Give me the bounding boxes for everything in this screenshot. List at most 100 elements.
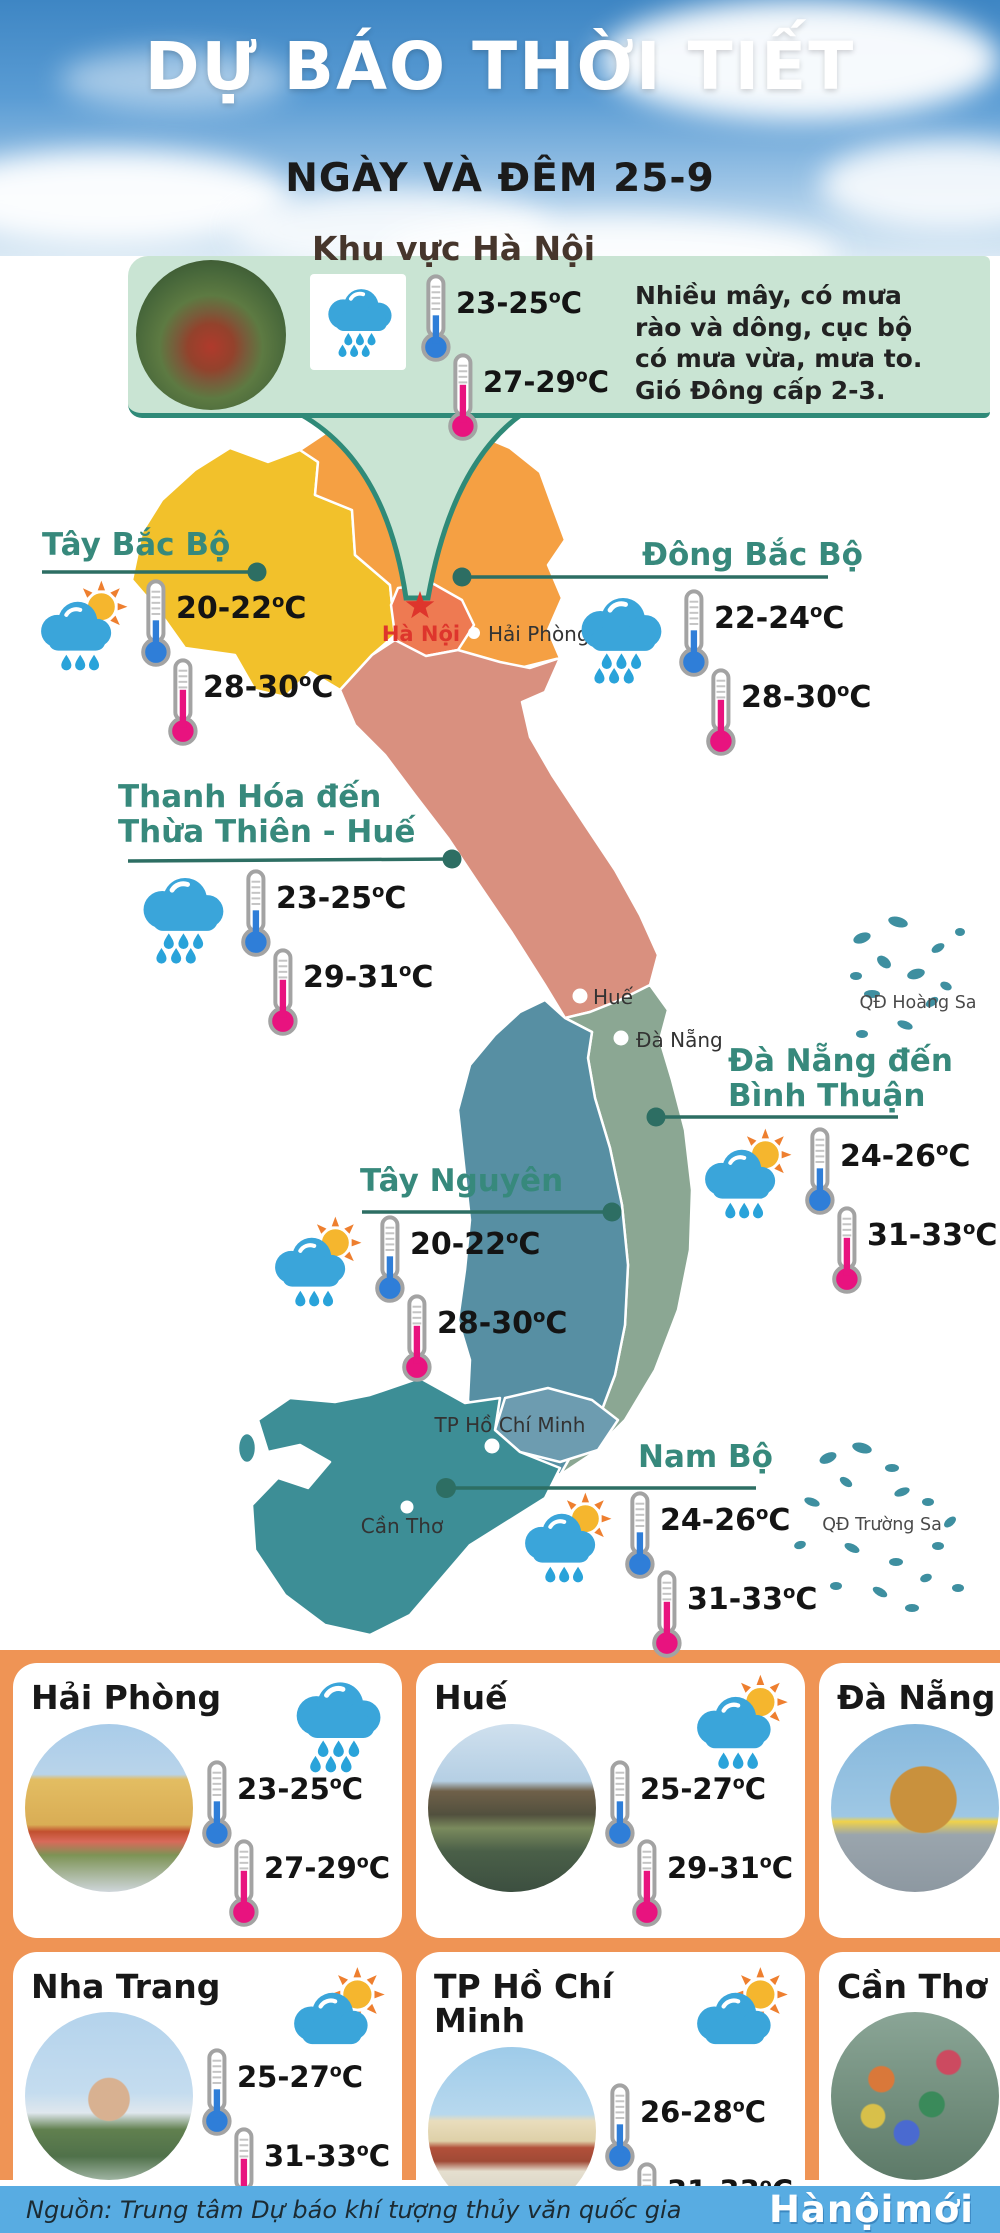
map-label-truong-sa: QĐ Trường Sa: [822, 1515, 942, 1535]
city-card-hai-phong: Hải Phòng 23-25oC 27-29oC: [13, 1663, 402, 1938]
nha-trang-tower-photo: [25, 2012, 193, 2181]
blue-thermometer-icon: [372, 1215, 407, 1304]
map-label-hcm: TP Hồ Chí Minh: [434, 1413, 586, 1437]
region-forecast-thanh-hoa-hue: Thanh Hóa đến Thừa Thiên - Huế 23-25oC 2…: [118, 780, 433, 1037]
sun-cloud-rain-icon: [262, 1215, 368, 1316]
region-forecast-nam-bo: Nam Bộ 24-26oC 31-33oC: [512, 1440, 817, 1659]
hanoi-panel-title: Khu vực Hà Nội: [312, 229, 596, 268]
region-name: Đông Bắc Bộ: [642, 537, 863, 573]
region-connector-dots: [247, 562, 666, 1498]
hanoi-forecast-description: Nhiều mây, có mưa rào và dông, cục bộ có…: [635, 281, 923, 405]
region-connector-lines: [42, 570, 898, 1490]
pink-thermometer-icon: [703, 668, 738, 757]
truong-sa-islands: [794, 1442, 964, 1612]
region-forecast-tay-bac-bo: Tây Bắc Bộ 20-22oC 28-30oC: [28, 528, 333, 747]
night-temperature: 29-31oC: [629, 1839, 793, 1928]
sun-cloud-rain-icon: [683, 1673, 795, 1779]
phu-quoc-island: [236, 1431, 258, 1465]
hanoi-photo: [136, 259, 286, 410]
city-name: Huế: [434, 1678, 508, 1717]
day-temperature: 24-26oC: [802, 1127, 997, 1216]
blue-thermometer-icon: [802, 1127, 837, 1216]
pink-thermometer-icon: [629, 1839, 664, 1928]
blue-thermometer-icon: [138, 579, 173, 668]
haiphong-opera-house-photo: [25, 1723, 193, 1892]
night-temperature: 31-33oC: [649, 1570, 817, 1659]
footer-bar: Nguồn: Trung tâm Dự báo khí tượng thủy v…: [0, 2186, 1000, 2233]
sun-cloud-icon: [280, 1962, 392, 2068]
city-card-da-nang: Đà Nẵng 26-28oC 30-32oC: [819, 1663, 1000, 1938]
map-label-hue: Huế: [593, 985, 634, 1009]
day-temperature: 24-26oC: [622, 1491, 817, 1580]
map-label-haiphong: Hải Phòng: [488, 622, 590, 646]
day-temperature: 20-22oC: [372, 1215, 567, 1304]
region-name: Tây Nguyên: [360, 1163, 564, 1199]
map-label-danang: Đà Nẵng: [636, 1028, 723, 1052]
hanoi-callout-funnel: [290, 411, 530, 601]
rain-icon: [566, 589, 672, 690]
blue-thermometer-icon: [199, 1760, 234, 1849]
city-name: Nha Trang: [31, 1966, 221, 2006]
night-temperature: 28-30oC: [165, 658, 333, 747]
day-temperature: 23-25oC: [199, 1760, 390, 1849]
rain-icon: [280, 1673, 392, 1779]
page-subtitle: NGÀY VÀ ĐÊM 25-9: [285, 156, 715, 201]
region-name-line2: Bình Thuận: [728, 1077, 926, 1114]
city-name: Cần Thơ: [837, 1966, 988, 2006]
day-temperature: 20-22oC: [138, 579, 333, 668]
danang-dragon-bridge-photo: [831, 1723, 999, 1892]
night-temperature: 28-30oC: [399, 1294, 567, 1383]
night-temperature: 28-30oC: [703, 668, 871, 757]
city-name: TP Hồ Chí Minh: [434, 1966, 613, 2041]
map-label-cantho: Cần Thơ: [361, 1514, 444, 1538]
city-dots: [400, 627, 629, 1514]
blue-thermometer-icon: [676, 589, 711, 678]
pink-thermometer-icon: [399, 1294, 434, 1383]
day-temperature: 23-25oC: [238, 869, 433, 958]
region-name: Thanh Hóa đến: [118, 779, 382, 815]
region-name-line2: Thừa Thiên - Huế: [118, 813, 416, 850]
region-forecast-tay-nguyen: Tây Nguyên 20-22oC 28-30oC: [262, 1164, 567, 1383]
sun-cloud-rain-icon: [28, 579, 134, 680]
region-name: Nam Bộ: [638, 1439, 773, 1475]
region-name: Đà Nẵng đến: [728, 1043, 953, 1079]
day-temperature: 23-25oC: [418, 274, 609, 363]
region-name: Tây Bắc Bộ: [42, 527, 231, 563]
blue-thermometer-icon: [622, 1491, 657, 1580]
pink-thermometer-icon: [226, 1839, 261, 1928]
night-temperature: 27-29oC: [445, 353, 609, 442]
night-temperature: 31-33oC: [226, 2127, 390, 2216]
hoang-sa-islands: [850, 916, 965, 1038]
region-forecast-da-nang-binh-thuan: Đà Nẵng đến Bình Thuận 24-26oC 31-33oC: [692, 1044, 997, 1295]
hue-imperial-city-photo: [428, 1723, 596, 1892]
pink-thermometer-icon: [445, 353, 480, 442]
sun-cloud-rain-icon: [692, 1127, 798, 1228]
blue-thermometer-icon: [238, 869, 273, 958]
header-sky: DỰ BÁO THỜI TIẾT NGÀY VÀ ĐÊM 25-9: [0, 0, 1000, 256]
blue-thermometer-icon: [602, 1760, 637, 1849]
city-forecast-grid: Hải Phòng 23-25oC 27-29oC Huế: [0, 1650, 1000, 2233]
cloud-decoration: [600, 0, 1000, 120]
day-temperature: 22-24oC: [676, 589, 871, 678]
hanoimoi-logo: Hànộimới: [768, 2188, 974, 2231]
blue-thermometer-icon: [602, 2083, 637, 2172]
blue-thermometer-icon: [199, 2048, 234, 2137]
map-label-hoang-sa: QĐ Hoàng Sa: [859, 993, 976, 1013]
city-name: Hải Phòng: [31, 1678, 222, 1717]
sun-cloud-icon: [683, 1962, 795, 2068]
night-temperature: 29-31oC: [265, 948, 433, 1037]
page-title: DỰ BÁO THỜI TIẾT: [144, 28, 856, 105]
hanoi-star-marker: [405, 591, 435, 619]
can-tho-floating-market-photo: [831, 2012, 999, 2181]
pink-thermometer-icon: [165, 658, 200, 747]
region-forecast-dong-bac-bo: Đông Bắc Bộ 22-24oC 28-30oC: [566, 538, 871, 757]
pink-thermometer-icon: [829, 1206, 864, 1295]
source-credit: Nguồn: Trung tâm Dự báo khí tượng thủy v…: [26, 2195, 682, 2224]
night-temperature: 27-29oC: [226, 1839, 390, 1928]
rain-icon: [316, 282, 400, 362]
map-label-hanoi: Hà Nội: [382, 622, 460, 646]
day-temperature: 26-28oC: [602, 2083, 793, 2172]
pink-thermometer-icon: [265, 948, 300, 1037]
region-thanh-hoa-hue-shape: [338, 638, 660, 1020]
